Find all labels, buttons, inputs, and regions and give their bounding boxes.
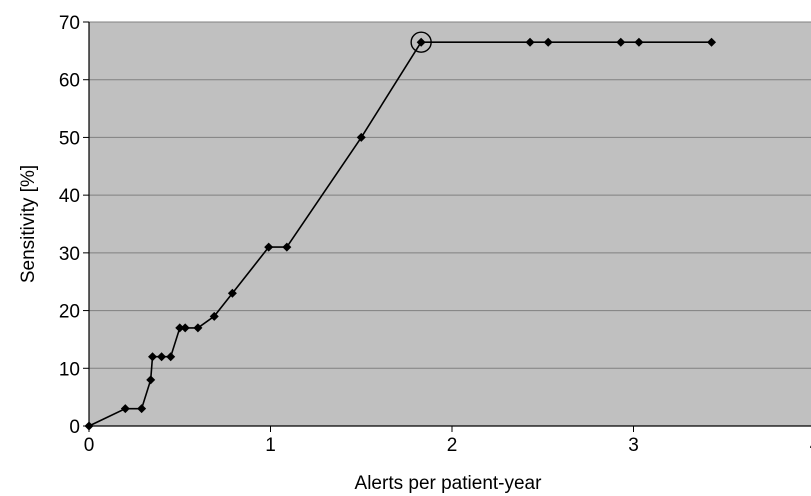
y-tick-label: 60 (59, 71, 80, 92)
data-point (209, 311, 219, 321)
x-tick-label: 2 (447, 435, 458, 456)
data-point (416, 37, 426, 47)
highlight-circle (410, 31, 432, 53)
data-point (543, 37, 553, 47)
labels-group: Alerts per patient-year Sensitivity [%] … (18, 13, 811, 494)
data-point (634, 37, 644, 47)
y-tick-label: 30 (59, 244, 80, 265)
y-tick-label: 50 (59, 128, 80, 149)
y-tick-label: 70 (59, 13, 80, 34)
data-point (84, 421, 94, 431)
y-tick-label: 40 (59, 186, 80, 207)
data-point (707, 37, 717, 47)
series-group (84, 31, 717, 431)
y-tick-label: 10 (59, 359, 80, 380)
data-point (148, 352, 158, 362)
data-point (146, 375, 156, 385)
x-axis-title: Alerts per patient-year (355, 473, 543, 494)
x-tick-label: 0 (84, 435, 95, 456)
plot-background (89, 22, 811, 426)
y-axis-title: Sensitivity [%] (18, 165, 39, 283)
data-point (282, 242, 292, 252)
x-tick-label: 3 (628, 435, 639, 456)
data-point (264, 242, 274, 252)
data-point (157, 352, 167, 362)
data-point (175, 323, 185, 333)
data-point (193, 323, 203, 333)
data-point (166, 352, 176, 362)
data-point (356, 132, 366, 142)
plot-area-group (89, 21, 811, 426)
y-tick-label: 20 (59, 302, 80, 323)
x-tick-label: 4 (810, 435, 811, 456)
data-point (616, 37, 626, 47)
data-point (227, 288, 237, 298)
y-tick-label: 0 (69, 417, 80, 438)
axes-group (83, 21, 811, 432)
data-point (525, 37, 535, 47)
data-point (120, 404, 130, 414)
data-point (180, 323, 190, 333)
data-point (137, 404, 147, 414)
x-tick-label: 1 (265, 435, 276, 456)
